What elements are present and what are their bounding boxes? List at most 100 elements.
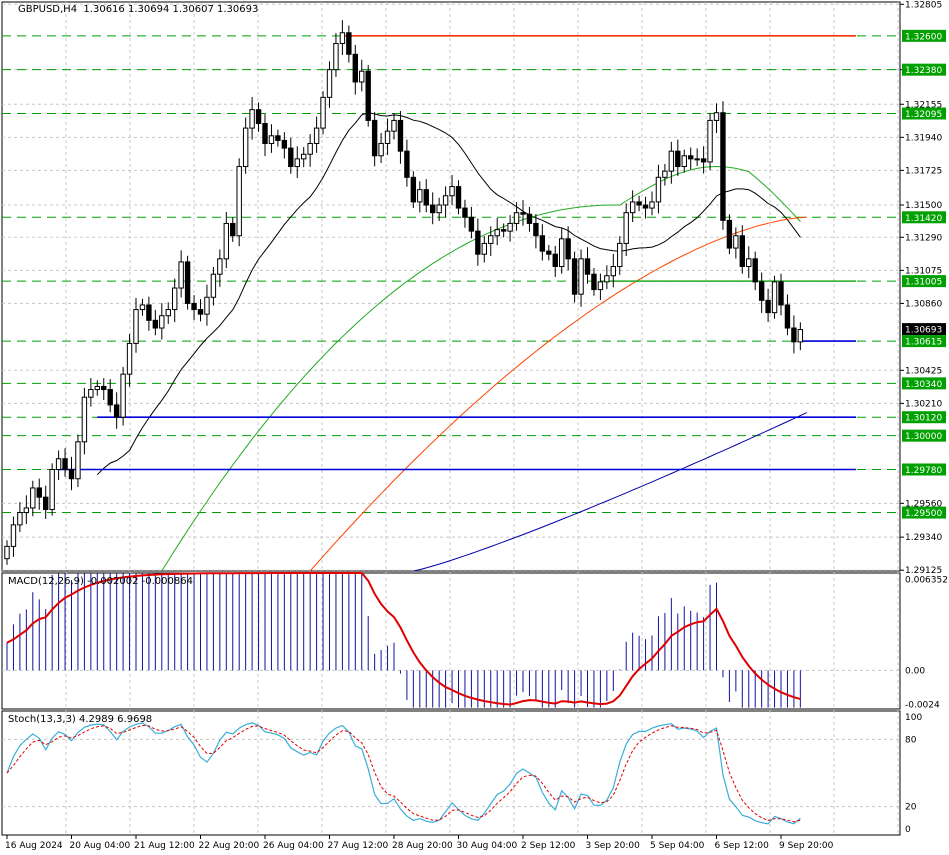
candle[interactable]: [352, 53, 359, 83]
candle[interactable]: [404, 150, 410, 178]
candle[interactable]: [481, 242, 488, 255]
candle[interactable]: [707, 119, 713, 163]
candle[interactable]: [133, 309, 139, 344]
candle[interactable]: [339, 32, 346, 45]
candle[interactable]: [475, 230, 481, 255]
candle[interactable]: [307, 142, 313, 155]
candle[interactable]: [242, 127, 249, 168]
candle[interactable]: [165, 309, 171, 317]
candle[interactable]: [217, 258, 223, 275]
candle[interactable]: [552, 253, 558, 268]
candle[interactable]: [120, 373, 126, 418]
candle[interactable]: [236, 166, 242, 237]
macd-panel[interactable]: [2, 572, 900, 708]
candle[interactable]: [688, 155, 694, 160]
candle[interactable]: [539, 235, 546, 252]
candle[interactable]: [668, 150, 675, 172]
stochastic-panel[interactable]: [2, 722, 900, 825]
candle[interactable]: [578, 258, 584, 295]
candle[interactable]: [55, 458, 62, 471]
candle[interactable]: [294, 158, 300, 168]
candle[interactable]: [23, 507, 30, 514]
candle[interactable]: [346, 32, 352, 55]
candle[interactable]: [178, 261, 184, 289]
candle[interactable]: [191, 302, 197, 311]
candle[interactable]: [36, 487, 42, 498]
candle[interactable]: [204, 296, 210, 315]
candle[interactable]: [739, 235, 745, 268]
candle[interactable]: [507, 222, 513, 232]
candle[interactable]: [488, 235, 494, 244]
candle[interactable]: [230, 222, 236, 237]
candle[interactable]: [559, 238, 565, 268]
candle[interactable]: [571, 258, 578, 295]
candle[interactable]: [636, 201, 642, 206]
candle[interactable]: [546, 250, 552, 255]
candle[interactable]: [468, 216, 475, 232]
candle[interactable]: [565, 238, 571, 260]
candle[interactable]: [410, 176, 417, 203]
candle[interactable]: [462, 207, 468, 218]
candle[interactable]: [126, 342, 133, 375]
candle[interactable]: [184, 261, 191, 304]
candle[interactable]: [197, 309, 204, 315]
candle[interactable]: [88, 389, 94, 398]
candle[interactable]: [623, 212, 629, 244]
candle[interactable]: [313, 127, 320, 144]
candle[interactable]: [333, 43, 339, 71]
candle[interactable]: [49, 469, 55, 510]
candle[interactable]: [455, 186, 462, 209]
candle[interactable]: [268, 135, 275, 144]
candle[interactable]: [210, 273, 217, 298]
candle[interactable]: [4, 545, 10, 560]
candle[interactable]: [81, 396, 88, 443]
candle[interactable]: [533, 222, 539, 237]
candle[interactable]: [275, 135, 281, 141]
candle[interactable]: [223, 222, 230, 260]
candle[interactable]: [262, 122, 268, 144]
candle[interactable]: [681, 155, 687, 168]
candle[interactable]: [326, 69, 333, 98]
candle[interactable]: [649, 201, 655, 209]
candle[interactable]: [146, 304, 152, 321]
candle[interactable]: [700, 158, 707, 163]
candle[interactable]: [765, 299, 771, 314]
candle[interactable]: [713, 112, 720, 121]
candle[interactable]: [159, 315, 165, 329]
candle[interactable]: [604, 275, 610, 283]
candle[interactable]: [75, 441, 81, 480]
candle[interactable]: [10, 524, 17, 547]
candle[interactable]: [301, 153, 307, 160]
candle[interactable]: [281, 139, 288, 149]
candle[interactable]: [139, 304, 146, 311]
candle[interactable]: [94, 385, 100, 391]
candle[interactable]: [30, 487, 36, 509]
candle[interactable]: [726, 219, 733, 249]
candle[interactable]: [391, 119, 397, 132]
candle[interactable]: [758, 281, 765, 301]
candle[interactable]: [288, 147, 294, 168]
candle[interactable]: [43, 496, 49, 510]
candle[interactable]: [17, 512, 23, 526]
candle[interactable]: [791, 327, 797, 343]
candle[interactable]: [771, 281, 778, 314]
candle[interactable]: [746, 258, 752, 268]
candle[interactable]: [172, 287, 178, 311]
candle[interactable]: [752, 258, 758, 283]
candle[interactable]: [359, 70, 365, 83]
candle[interactable]: [520, 212, 526, 215]
candle[interactable]: [371, 119, 378, 157]
price-panel[interactable]: [2, 20, 900, 572]
candle[interactable]: [778, 281, 784, 306]
candle[interactable]: [320, 96, 326, 129]
candle[interactable]: [784, 304, 791, 329]
candle[interactable]: [107, 389, 113, 406]
candle[interactable]: [675, 150, 681, 168]
candle[interactable]: [113, 404, 120, 418]
candle[interactable]: [797, 329, 804, 343]
candle[interactable]: [655, 176, 662, 203]
candle[interactable]: [500, 229, 507, 232]
candle[interactable]: [662, 170, 668, 178]
candle[interactable]: [610, 266, 616, 277]
candle[interactable]: [494, 229, 500, 237]
